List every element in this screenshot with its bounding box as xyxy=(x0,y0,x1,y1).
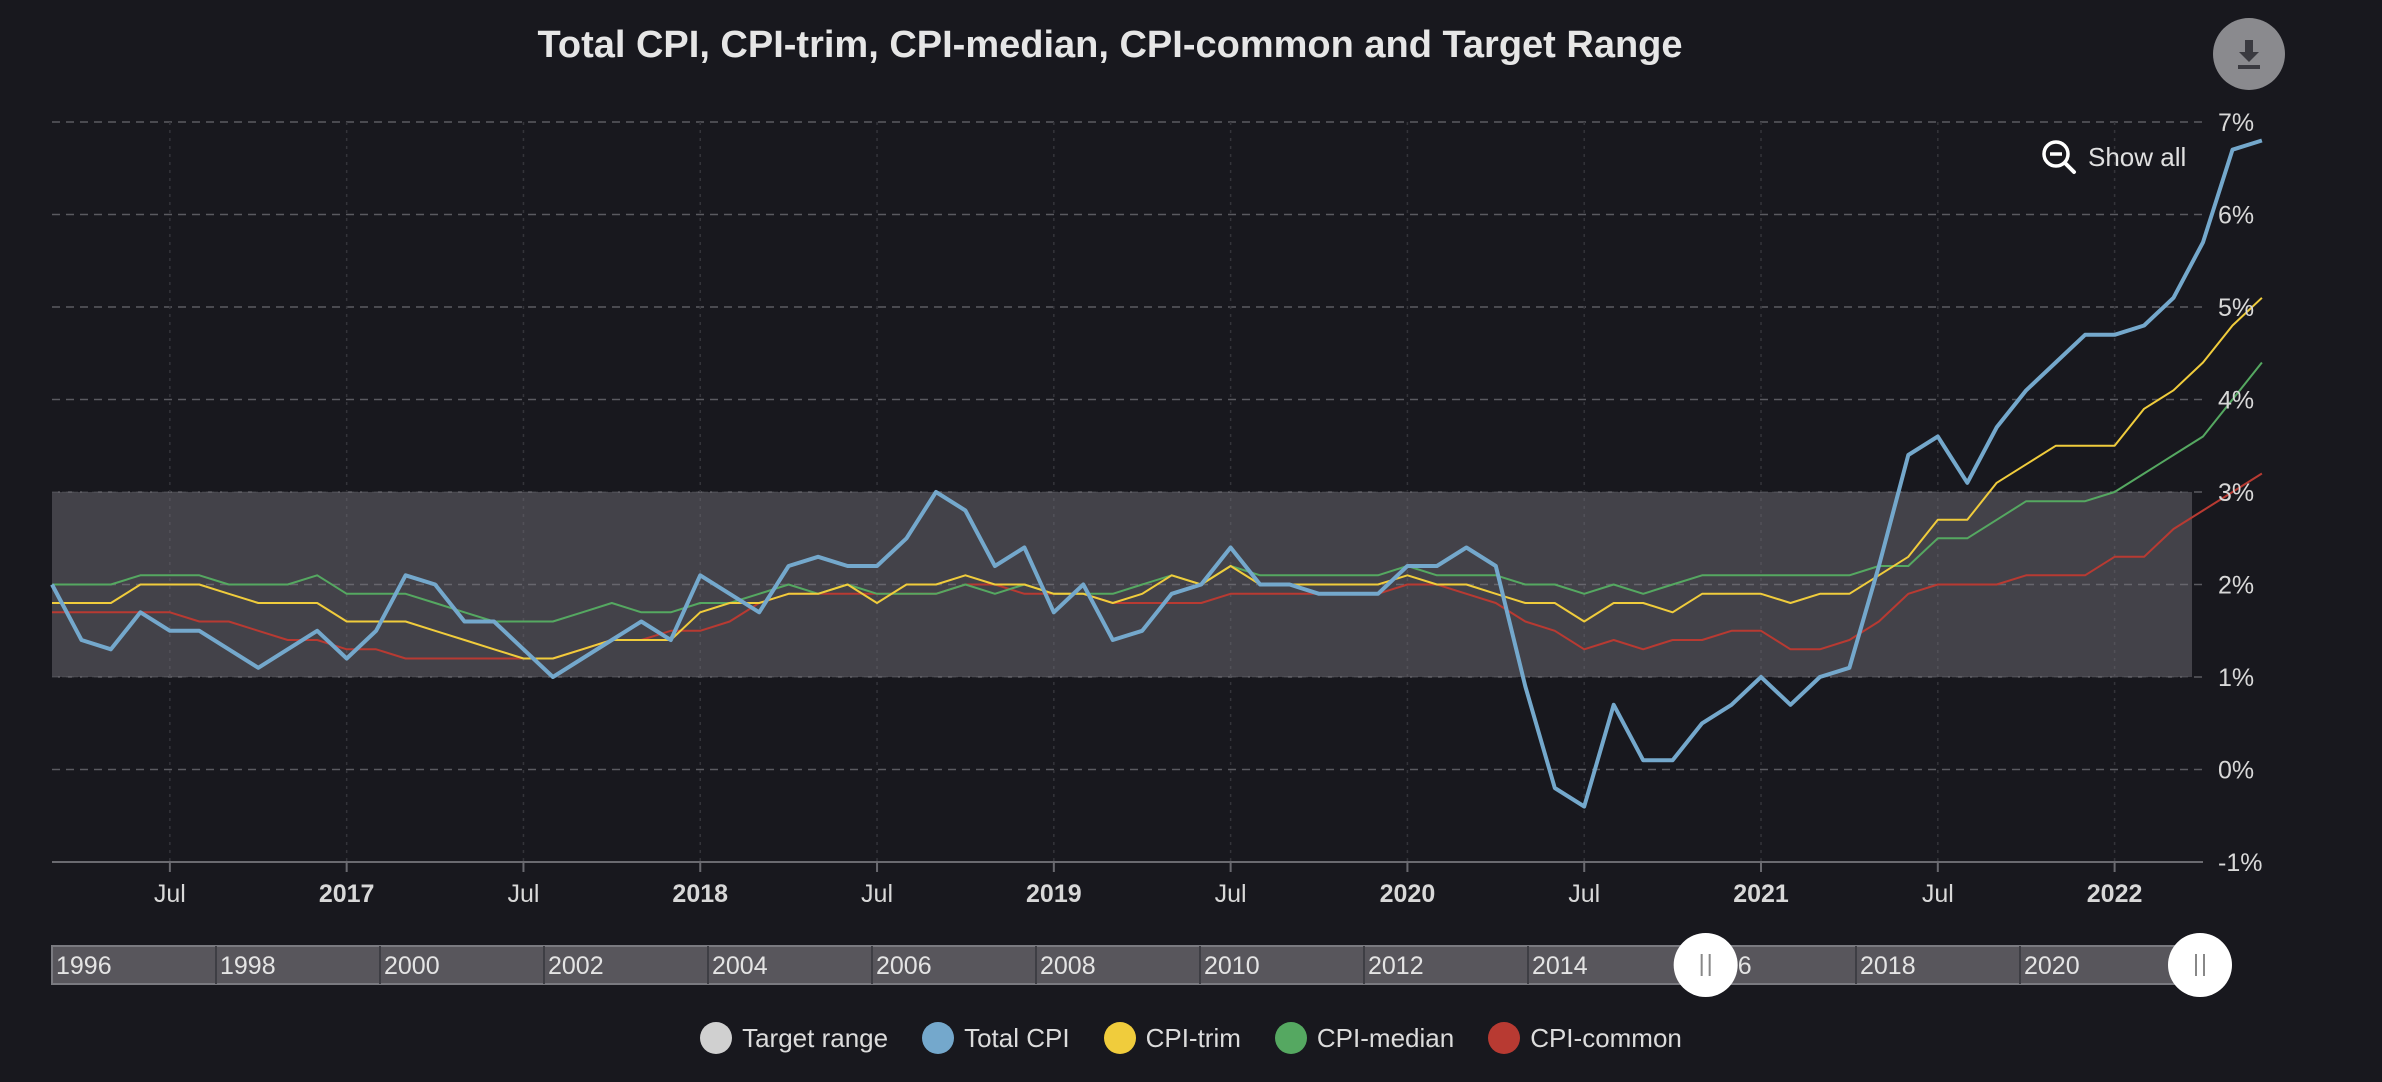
navigator-label: 1998 xyxy=(220,952,276,980)
x-tick-label: 2021 xyxy=(1733,880,1789,908)
legend-item-cpi-trim[interactable]: CPI-trim xyxy=(1103,1022,1241,1054)
x-tick-label: 2017 xyxy=(319,880,375,908)
navigator-label: 2004 xyxy=(712,952,768,980)
navigator-handle-left[interactable] xyxy=(1673,933,1738,997)
legend-item-cpi-common[interactable]: CPI-common xyxy=(1488,1022,1682,1054)
x-tick-label: Jul xyxy=(507,880,539,908)
navigator-label: 2008 xyxy=(1040,952,1096,980)
range-navigator[interactable]: 1996 1998 2000 2002 2004 2006 2008 2010 2012 2014… xyxy=(51,933,2232,997)
x-tick-label: Jul xyxy=(861,880,893,908)
y-tick-label: 6% xyxy=(2218,202,2254,230)
y-tick-label: 5% xyxy=(2218,294,2254,322)
x-tick-label: Jul xyxy=(1568,880,1600,908)
x-tick-label: 2022 xyxy=(2087,880,2143,908)
legend-label: Target range xyxy=(742,1022,889,1053)
show-all-button[interactable]: Show all xyxy=(2040,138,2186,176)
series-lines xyxy=(50,138,2263,809)
download-button[interactable] xyxy=(2213,18,2285,90)
x-tick-label: 2019 xyxy=(1026,880,1082,908)
navigator-track xyxy=(51,945,2201,985)
legend-item-total-cpi[interactable]: Total CPI xyxy=(922,1022,1070,1054)
series-line-total-cpi xyxy=(50,138,2263,809)
navigator-label: 1996 xyxy=(56,952,112,980)
navigator-handle-right[interactable] xyxy=(2168,933,2232,997)
legend-dot xyxy=(1274,1022,1307,1054)
legend-label: CPI-median xyxy=(1316,1022,1455,1053)
navigator-label: 2012 xyxy=(1368,952,1424,980)
legend-dot xyxy=(922,1022,955,1054)
x-tick-label: Jul xyxy=(154,880,186,908)
legend-dot xyxy=(1103,1022,1136,1054)
navigator-label: 2010 xyxy=(1204,952,1260,980)
x-tick-label: 2020 xyxy=(1380,880,1436,908)
y-tick-label: 7% xyxy=(2218,109,2254,137)
series-line-cpi-trim xyxy=(52,297,2263,660)
y-tick-label: -1% xyxy=(2218,849,2262,877)
y-tick-label: 3% xyxy=(2218,479,2254,507)
y-tick-label: 4% xyxy=(2218,387,2254,415)
navigator-label: 2014 xyxy=(1532,952,1588,980)
x-tick-label: Jul xyxy=(1922,880,1954,908)
navigator-label: 2002 xyxy=(548,952,604,980)
zoom-out-icon xyxy=(2042,140,2076,174)
navigator-label: 2018 xyxy=(1860,952,1916,980)
legend-dot xyxy=(1488,1022,1521,1054)
legend-item-cpi-median[interactable]: CPI-median xyxy=(1274,1022,1455,1054)
x-tick-label: 2018 xyxy=(672,880,728,908)
x-tick-label: Jul xyxy=(1215,880,1247,908)
handle-knob[interactable] xyxy=(1673,933,1738,997)
chart-title: Total CPI, CPI-trim, CPI-median, CPI-com… xyxy=(537,24,1683,66)
legend-label: CPI-common xyxy=(1530,1022,1682,1053)
download-icon xyxy=(2238,40,2260,69)
legend-label: Total CPI xyxy=(964,1022,1070,1053)
y-tick-label: 2% xyxy=(2218,572,2254,600)
legend-label: CPI-trim xyxy=(1145,1022,1241,1053)
series-line-cpi-common xyxy=(52,472,2263,660)
target-range-band xyxy=(52,492,2192,677)
handle-knob[interactable] xyxy=(2168,933,2232,997)
y-tick-label: 1% xyxy=(2218,664,2254,692)
y-tick-label: 0% xyxy=(2218,757,2254,785)
navigator-label: 2000 xyxy=(384,952,440,980)
navigator-label: 2006 xyxy=(876,952,932,980)
legend-item-target-range[interactable]: Target range xyxy=(700,1022,888,1054)
legend-dot xyxy=(700,1022,733,1054)
legend: Target range Total CPI CPI-trim CPI-medi… xyxy=(0,1022,2382,1054)
axes: 7% 6% 5% 4% 3% 2% 1% 0% -1% Jul 2017 Jul 2018 Jul 2019… xyxy=(52,109,2262,908)
navigator-label: 2020 xyxy=(2024,952,2080,980)
show-all-label: Show all xyxy=(2088,141,2187,172)
